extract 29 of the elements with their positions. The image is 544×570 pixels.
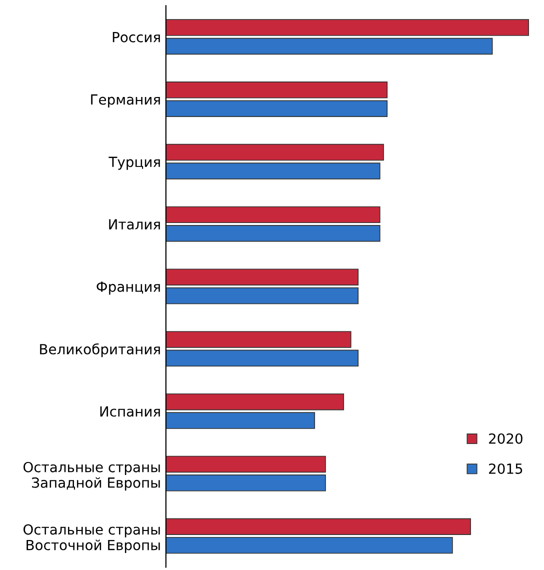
bar	[166, 393, 344, 410]
y-tick-label: Испания	[100, 406, 160, 417]
bar	[166, 536, 453, 554]
bar	[166, 268, 359, 286]
bar	[166, 456, 326, 473]
y-tick-label: Турция	[108, 156, 160, 170]
y-tick-label: Италия	[109, 219, 160, 230]
bar	[166, 162, 380, 180]
legend-label: 2015	[489, 463, 522, 474]
bar	[166, 144, 384, 161]
y-tick-label: Великобритания	[40, 343, 160, 358]
bar	[166, 82, 388, 98]
y-tick-label: Франция	[96, 282, 160, 295]
bar	[166, 350, 359, 367]
bar	[166, 206, 380, 224]
bar	[166, 38, 493, 55]
bar	[166, 331, 352, 348]
bar	[166, 287, 359, 304]
bar	[166, 19, 530, 36]
y-tick-label: Германия	[91, 94, 160, 108]
y-tick-label: Остальные страны Восточной Европы	[23, 524, 160, 553]
y-tick-label: Остальные страны Западной Европы	[23, 462, 160, 491]
bar	[166, 225, 380, 242]
bar	[166, 412, 316, 429]
legend-label: 2020	[489, 433, 522, 444]
bar	[166, 518, 471, 535]
bar	[166, 474, 326, 492]
bar	[166, 100, 388, 118]
y-tick-label: Россия	[112, 32, 160, 42]
